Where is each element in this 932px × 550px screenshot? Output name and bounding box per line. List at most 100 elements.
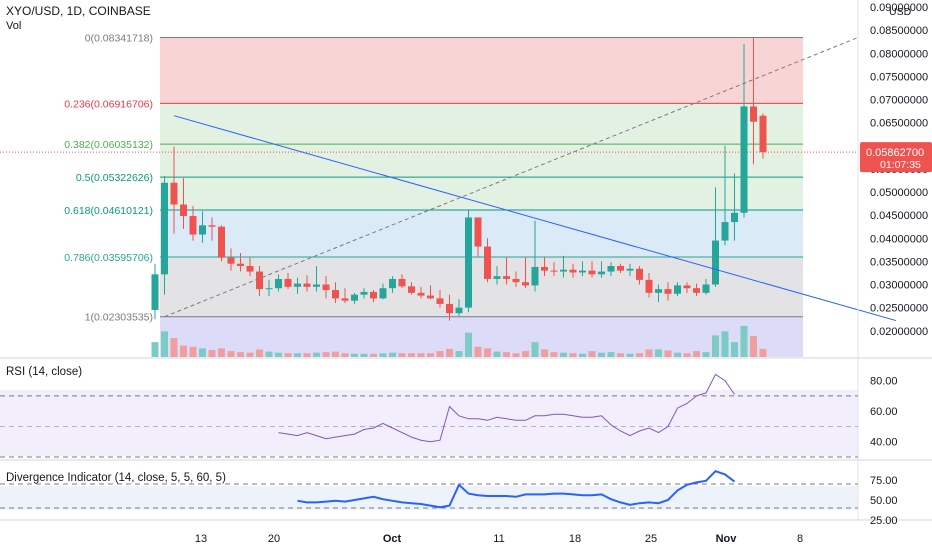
volume-bar xyxy=(569,353,577,357)
candle-body xyxy=(237,263,244,266)
volume-bar xyxy=(351,353,358,357)
time-tick-label: 18 xyxy=(569,533,581,545)
volume-bar xyxy=(712,335,719,357)
candle-body xyxy=(398,278,406,287)
time-tick-label: 11 xyxy=(493,533,504,545)
candle-body xyxy=(180,204,187,217)
time-tick-label: Oct xyxy=(383,533,402,545)
volume-bar xyxy=(180,345,187,357)
candle-body xyxy=(436,298,444,304)
volume-bar xyxy=(408,353,415,357)
candle-body xyxy=(275,278,282,289)
volume-bar xyxy=(503,352,510,357)
trend-line xyxy=(173,115,897,322)
candle-body xyxy=(607,266,615,272)
candle-body xyxy=(170,182,178,205)
candle-body xyxy=(408,286,415,293)
volume-bar xyxy=(389,352,396,357)
volume-bar xyxy=(588,351,596,357)
volume-bar xyxy=(750,335,757,357)
candle-body xyxy=(189,216,197,235)
div-tick-label: 75.00 xyxy=(870,475,898,487)
price-tick-label: 0.02000000 xyxy=(870,326,928,338)
volume-bar xyxy=(493,351,501,357)
fib-zone xyxy=(160,177,803,211)
current-price-value: 0.05862700 xyxy=(866,147,924,159)
candle-body xyxy=(598,271,605,275)
volume-bar xyxy=(484,348,491,357)
candle-body xyxy=(560,269,567,272)
price-countdown: 01:07:35 xyxy=(880,159,921,171)
volume-bar xyxy=(189,346,197,357)
candle-body xyxy=(303,283,311,287)
candle-body xyxy=(474,217,482,247)
volume-label: Vol xyxy=(6,20,22,32)
volume-bar xyxy=(284,353,292,357)
candle-body xyxy=(294,283,301,287)
candle-body xyxy=(199,225,206,235)
volume-bar xyxy=(731,342,738,357)
rsi-title: RSI (14, close) xyxy=(6,366,82,378)
volume-bar xyxy=(237,352,244,357)
fib-label: 0.618(0.04610121) xyxy=(64,205,153,217)
candle-body xyxy=(208,225,216,227)
candle-body xyxy=(740,106,748,213)
candle-body xyxy=(493,276,501,279)
candle-body xyxy=(360,291,368,295)
volume-bar xyxy=(170,338,178,357)
candle-body xyxy=(721,222,729,241)
candle-body xyxy=(512,278,520,283)
volume-bar xyxy=(265,351,273,357)
candle-body xyxy=(636,268,643,280)
volume-bar xyxy=(550,352,558,357)
candle-body xyxy=(427,295,434,299)
candle-body xyxy=(683,285,691,289)
price-tick-label: 0.04500000 xyxy=(870,210,928,222)
volume-bar xyxy=(645,349,653,357)
volume-bar xyxy=(474,346,482,357)
candle-body xyxy=(617,266,624,271)
volume-bar xyxy=(151,342,159,357)
candle-body xyxy=(731,212,738,223)
volume-bar xyxy=(636,353,643,357)
price-tick-label: 0.08500000 xyxy=(870,25,928,37)
divergence-line xyxy=(297,470,736,509)
candle-body xyxy=(702,284,710,293)
volume-bar xyxy=(360,353,368,357)
volume-bar xyxy=(522,351,529,357)
price-tick-label: 0.03500000 xyxy=(870,256,928,268)
rsi-tick-label: 40.00 xyxy=(870,437,898,449)
volume-bar xyxy=(303,353,311,357)
fib-label: 0(0.08341718) xyxy=(85,32,153,44)
candle-body xyxy=(531,266,539,286)
candle-body xyxy=(503,276,510,279)
candle-body xyxy=(218,226,225,258)
fib-diagonal xyxy=(164,36,859,318)
fib-label: 0.382(0.06035132) xyxy=(64,139,153,151)
volume-bar xyxy=(218,348,225,357)
price-tick-label: 0.07500000 xyxy=(870,71,928,83)
volume-bar xyxy=(199,348,206,357)
candle-body xyxy=(712,240,719,285)
volume-bar xyxy=(455,351,463,357)
price-tick-label: 0.09000000 xyxy=(870,2,928,14)
time-tick-label: 13 xyxy=(195,533,207,545)
fib-label: 1(0.02303535) xyxy=(85,312,153,324)
candle-body xyxy=(693,288,700,293)
volume-bar xyxy=(427,353,434,357)
candle-body xyxy=(569,269,577,273)
candle-body xyxy=(246,266,254,272)
time-tick-label: 8 xyxy=(797,533,803,545)
price-tick-label: 0.02500000 xyxy=(870,303,928,315)
candle-body xyxy=(550,270,558,272)
volume-bar xyxy=(436,351,444,357)
div-tick-label: 50.00 xyxy=(870,495,898,507)
volume-bar xyxy=(560,352,567,357)
candle-body xyxy=(465,217,472,308)
volume-bar xyxy=(341,353,349,357)
volume-bar xyxy=(379,353,387,357)
candle-body xyxy=(674,285,681,294)
rsi-tick-label: 80.00 xyxy=(870,376,898,388)
candle-body xyxy=(626,268,634,271)
